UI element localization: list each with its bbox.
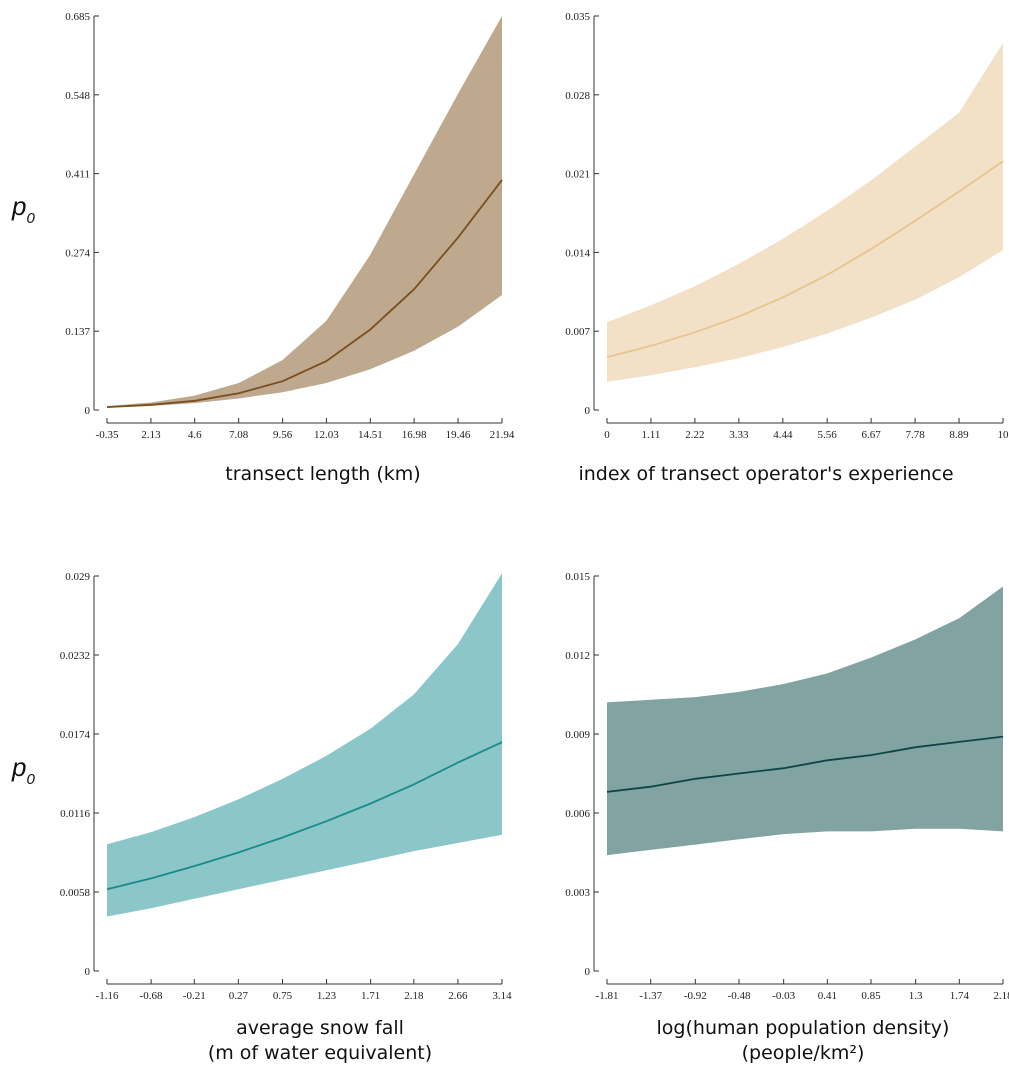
y-tick-label: 0 bbox=[85, 405, 91, 417]
x-tick-label: 1.23 bbox=[317, 990, 337, 1002]
x-tick-label: -1.16 bbox=[96, 990, 119, 1002]
x-tick-label: 4.6 bbox=[188, 429, 202, 441]
confidence-band bbox=[607, 43, 1003, 382]
x-tick-label: 0.27 bbox=[229, 990, 249, 1002]
x-axis-title: log(human population density) bbox=[657, 1017, 950, 1039]
x-tick-label: 3.14 bbox=[492, 990, 512, 1002]
x-tick-label: 0.85 bbox=[861, 990, 881, 1002]
x-axis-title: average snow fall bbox=[236, 1017, 404, 1039]
x-tick-label: 1.11 bbox=[642, 429, 661, 441]
y-tick-label: 0.137 bbox=[65, 326, 90, 338]
y-tick-label: 0.014 bbox=[565, 247, 590, 259]
x-tick-label: 12.03 bbox=[314, 429, 339, 441]
x-tick-label: 2.18 bbox=[993, 990, 1009, 1002]
x-tick-label: -0.48 bbox=[728, 990, 751, 1002]
x-axis-title: (people/km²) bbox=[742, 1042, 865, 1064]
x-tick-label: 2.18 bbox=[404, 990, 424, 1002]
x-tick-label: 1.74 bbox=[950, 990, 970, 1002]
mean-line bbox=[106, 179, 503, 408]
y-tick-label: 0.012 bbox=[565, 650, 590, 662]
y-axis-title: p0 bbox=[11, 191, 35, 227]
y-tick-label: 0 bbox=[585, 405, 591, 417]
y-tick-label: 0.548 bbox=[65, 90, 90, 102]
x-tick-label: 16.98 bbox=[402, 429, 427, 441]
x-tick-label: 8.89 bbox=[949, 429, 969, 441]
y-tick-label: 0.0116 bbox=[60, 808, 90, 820]
confidence-band bbox=[107, 573, 502, 917]
chart-panel-1: 0 0.137 0.274 0.411 0.548 0.685 -0.35 2.13 4.6 7.… bbox=[11, 11, 515, 485]
y-tick-label: 0.028 bbox=[565, 90, 590, 102]
x-tick-label: 4.44 bbox=[773, 429, 793, 441]
y-tick-label: 0.035 bbox=[565, 11, 590, 23]
y-axis-title: p0 bbox=[11, 752, 35, 788]
y-tick-label: 0.274 bbox=[65, 247, 90, 259]
x-tick-label: 2.22 bbox=[685, 429, 704, 441]
mean-line bbox=[106, 741, 503, 891]
x-tick-label: 7.78 bbox=[905, 429, 925, 441]
x-tick-label: 10 bbox=[998, 429, 1009, 441]
y-tick-label: 0.0232 bbox=[60, 650, 90, 662]
x-tick-label: 21.94 bbox=[490, 429, 515, 441]
x-tick-label: 2.13 bbox=[141, 429, 161, 441]
x-tick-label: 1.71 bbox=[361, 990, 380, 1002]
x-tick-label: -1.81 bbox=[596, 990, 619, 1002]
y-tick-label: 0.006 bbox=[565, 808, 590, 820]
y-tick-label: 0.411 bbox=[66, 169, 90, 181]
chart-panel-2: 0 0.007 0.014 0.021 0.028 0.035 0 1.11 2.22 3.33 4… bbox=[565, 11, 1009, 485]
y-tick-label: 0 bbox=[585, 966, 591, 978]
x-axis-title: transect length (km) bbox=[225, 463, 420, 485]
y-tick-label: 0.0174 bbox=[60, 729, 91, 741]
x-tick-label: 9.56 bbox=[273, 429, 293, 441]
y-tick-label: 0.0058 bbox=[60, 887, 91, 899]
x-tick-label: -0.68 bbox=[140, 990, 163, 1002]
x-tick-label: -0.35 bbox=[96, 429, 119, 441]
x-tick-label: -1.37 bbox=[639, 990, 662, 1002]
x-tick-label: -0.21 bbox=[183, 990, 206, 1002]
x-tick-label: 2.66 bbox=[448, 990, 468, 1002]
y-tick-label: 0 bbox=[85, 966, 91, 978]
x-tick-label: 7.08 bbox=[229, 429, 249, 441]
x-tick-label: -0.92 bbox=[684, 990, 707, 1002]
x-tick-label: 3.33 bbox=[729, 429, 749, 441]
mean-line bbox=[606, 735, 1004, 793]
x-tick-label: 0 bbox=[604, 429, 610, 441]
x-tick-label: 5.56 bbox=[818, 429, 838, 441]
y-tick-label: 0.009 bbox=[565, 729, 590, 741]
y-tick-label: 0.003 bbox=[565, 887, 590, 899]
x-axis-title: (m of water equivalent) bbox=[208, 1042, 432, 1064]
chart-panel-3: 0 0.0058 0.0116 0.0174 0.0232 0.029 -1.16 -0.68… bbox=[11, 571, 512, 1064]
confidence-band bbox=[607, 586, 1003, 856]
x-tick-label: 14.51 bbox=[358, 429, 383, 441]
y-tick-label: 0.021 bbox=[565, 169, 590, 181]
x-tick-label: 19.46 bbox=[446, 429, 471, 441]
y-tick-label: 0.015 bbox=[565, 571, 590, 583]
y-tick-label: 0.685 bbox=[65, 11, 90, 23]
x-tick-label: 1.3 bbox=[909, 990, 923, 1002]
confidence-band bbox=[107, 16, 502, 408]
y-tick-label: 0.007 bbox=[565, 326, 590, 338]
x-tick-label: 6.67 bbox=[862, 429, 882, 441]
mean-line bbox=[606, 160, 1004, 358]
x-tick-label: 0.41 bbox=[818, 990, 837, 1002]
chart-panel-4: 0 0.003 0.006 0.009 0.012 0.015 -1.81 -1.37 -0.9… bbox=[565, 571, 1009, 1064]
x-tick-label: -0.03 bbox=[772, 990, 795, 1002]
x-tick-label: 0.75 bbox=[273, 990, 293, 1002]
y-tick-label: 0.029 bbox=[65, 571, 90, 583]
x-axis-title: index of transect operator's experience bbox=[578, 463, 953, 485]
